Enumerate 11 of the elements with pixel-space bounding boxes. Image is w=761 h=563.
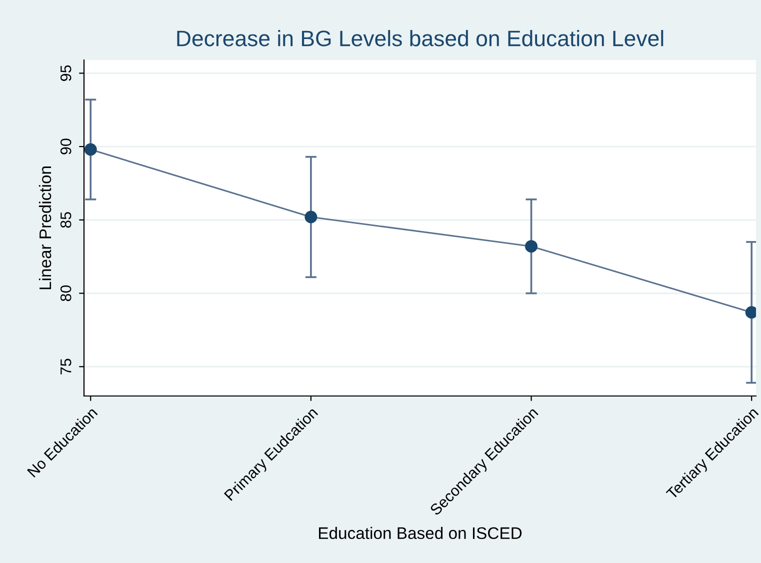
point — [304, 210, 318, 224]
point — [84, 143, 97, 156]
y-tick-label: 90 — [60, 138, 72, 154]
y-axis-title: Linear Prediction — [38, 166, 52, 290]
y-tick-label: 95 — [60, 65, 72, 81]
y-tick-label: 80 — [60, 285, 72, 302]
x-axis-title: Education Based on ISCED — [318, 526, 522, 540]
y-tick-label: 85 — [60, 212, 72, 228]
point — [525, 240, 538, 253]
y-tick-label: 75 — [60, 358, 72, 374]
chart-title: Decrease in BG Levels based on Education Level — [177, 30, 664, 46]
